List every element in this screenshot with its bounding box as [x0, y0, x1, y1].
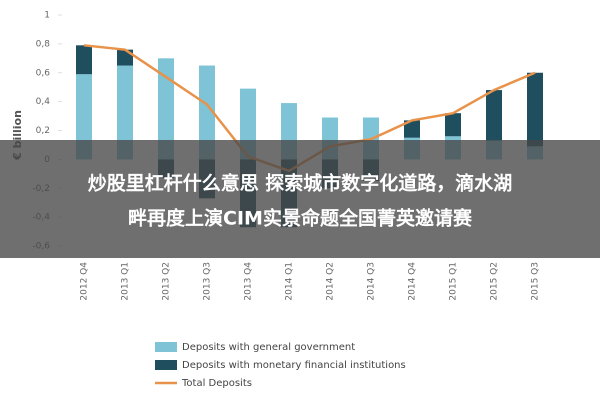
legend-swatch [155, 342, 177, 352]
banner-text: 炒股里杠杆什么意思 探索城市数字化道路，滴水湖 [88, 172, 513, 195]
y-tick-label: 0,2 [36, 126, 50, 136]
bar [527, 72, 543, 147]
x-tick-label: 2015 Q3 [531, 262, 541, 301]
legend-label: Deposits with general government [182, 342, 355, 353]
banner [0, 140, 600, 258]
bar [486, 90, 502, 141]
x-tick-label: 2013 Q1 [121, 262, 131, 301]
bar [76, 74, 92, 160]
y-tick-label: 1 [44, 11, 50, 21]
banner-text: 畔再度上演CIM实景命题全国菁英邀请赛 [128, 207, 473, 230]
y-tick-label: 0,6 [36, 68, 51, 78]
x-tick-label: 2014 Q2 [326, 262, 336, 301]
bar [199, 65, 215, 160]
x-tick-label: 2014 Q4 [408, 262, 418, 301]
y-tick-label: 0,4 [36, 97, 51, 107]
bar [158, 58, 174, 160]
x-tick-label: 2013 Q3 [203, 262, 213, 301]
bar [404, 120, 420, 138]
x-tick-label: 2014 Q3 [367, 262, 377, 301]
legend-swatch [155, 360, 177, 370]
bar [445, 113, 461, 137]
x-tick-label: 2012 Q4 [80, 262, 90, 301]
x-tick-label: 2015 Q2 [490, 262, 500, 301]
y-tick-label: 0,8 [36, 39, 51, 49]
legend-label: Deposits with monetary financial institu… [182, 360, 406, 371]
bar [117, 65, 133, 160]
legend-label: Total Deposits [181, 378, 252, 389]
x-tick-label: 2014 Q1 [285, 262, 295, 301]
x-tick-label: 2013 Q2 [162, 262, 172, 301]
x-tick-label: 2013 Q4 [244, 262, 254, 301]
bar [76, 45, 92, 75]
x-tick-label: 2015 Q1 [449, 262, 459, 301]
